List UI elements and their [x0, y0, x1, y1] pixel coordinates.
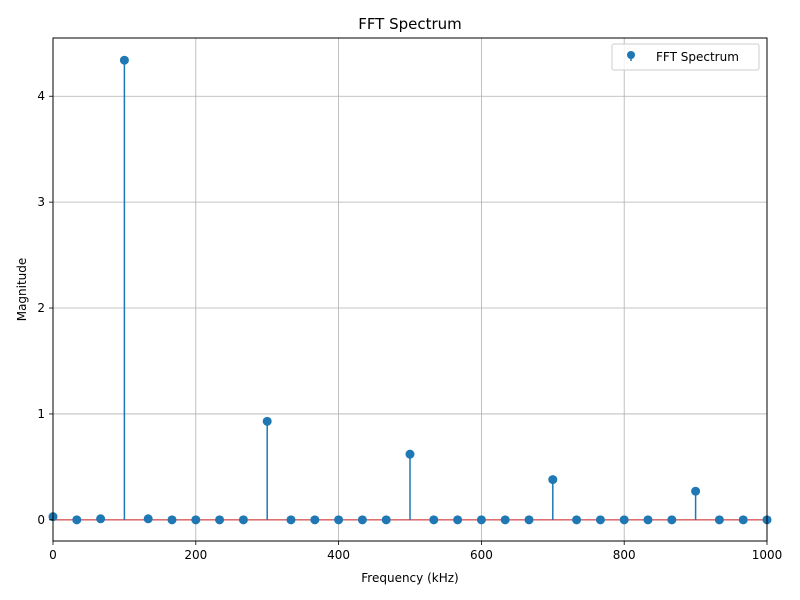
stem-point: [286, 515, 296, 525]
stem-marker: [643, 515, 653, 525]
stem-marker: [310, 515, 320, 525]
stem-point: [714, 515, 724, 525]
stem-marker: [714, 515, 724, 525]
y-tick-label: 4: [37, 89, 45, 103]
stem-point: [476, 515, 486, 525]
stem-marker: [215, 515, 225, 525]
stem-marker: [500, 515, 510, 525]
stem-marker: [143, 514, 153, 524]
stem-point: [643, 515, 653, 525]
stem-point: [191, 515, 201, 525]
stem-marker: [453, 515, 463, 525]
stem-point: [119, 55, 129, 520]
stem-marker: [548, 475, 558, 485]
stem-point: [310, 515, 320, 525]
stem-marker: [572, 515, 582, 525]
stem-point: [238, 515, 248, 525]
stem-point: [453, 515, 463, 525]
x-tick-label: 600: [470, 548, 493, 562]
x-tick-label: 0: [49, 548, 57, 562]
stem-marker: [405, 449, 415, 459]
stem-marker: [72, 515, 82, 525]
stem-marker: [357, 515, 367, 525]
stem-marker: [334, 515, 344, 525]
stem-point: [595, 515, 605, 525]
stem-marker: [429, 515, 439, 525]
stem-point: [524, 515, 534, 525]
x-axis-label: Frequency (kHz): [361, 571, 458, 585]
plot-frame: [52, 37, 768, 542]
stem-marker: [119, 55, 129, 65]
x-tick-label: 800: [613, 548, 636, 562]
stem-marker: [595, 515, 605, 525]
stem-marker: [381, 515, 391, 525]
stem-marker: [476, 515, 486, 525]
x-tick-label: 400: [327, 548, 350, 562]
legend-label: FFT Spectrum: [656, 50, 739, 64]
y-tick-label: 0: [37, 513, 45, 527]
y-axis-label: Magnitude: [15, 258, 29, 322]
legend: FFT Spectrum: [611, 43, 760, 71]
stem-point: [738, 515, 748, 525]
stem-marker: [167, 515, 177, 525]
stem-point: [381, 515, 391, 525]
stem-point: [334, 515, 344, 525]
stem-marker: [238, 515, 248, 525]
stem-point: [572, 515, 582, 525]
stem-point: [500, 515, 510, 525]
stem-point: [357, 515, 367, 525]
stem-point: [691, 486, 701, 520]
stem-point: [548, 475, 558, 520]
stem-marker: [286, 515, 296, 525]
y-tick-label: 1: [37, 407, 45, 421]
stem-point: [215, 515, 225, 525]
stem-point: [72, 515, 82, 525]
stem-point: [96, 514, 106, 524]
stem-marker: [191, 515, 201, 525]
stem-point: [405, 449, 415, 520]
chart-title: FFT Spectrum: [358, 15, 462, 33]
stem-point: [167, 515, 177, 525]
y-tick-label: 2: [37, 301, 45, 315]
ticks: 0 200 400 600 800 1000 0 1 2 3 4: [37, 89, 782, 562]
stem-marker: [262, 416, 272, 426]
legend-dot-marker: [627, 51, 635, 59]
stem-marker: [738, 515, 748, 525]
stem-point: [667, 515, 677, 525]
stem-marker: [691, 486, 701, 496]
stem-marker: [619, 515, 629, 525]
stems: [48, 55, 772, 525]
x-tick-label: 1000: [752, 548, 783, 562]
legend-box: [611, 43, 760, 71]
stem-marker: [667, 515, 677, 525]
stem-point: [429, 515, 439, 525]
stem-marker: [524, 515, 534, 525]
stem-point: [619, 515, 629, 525]
x-tick-label: 200: [184, 548, 207, 562]
stem-marker: [96, 514, 106, 524]
stem-point: [143, 514, 153, 524]
y-tick-label: 3: [37, 195, 45, 209]
stem-point: [262, 416, 272, 520]
